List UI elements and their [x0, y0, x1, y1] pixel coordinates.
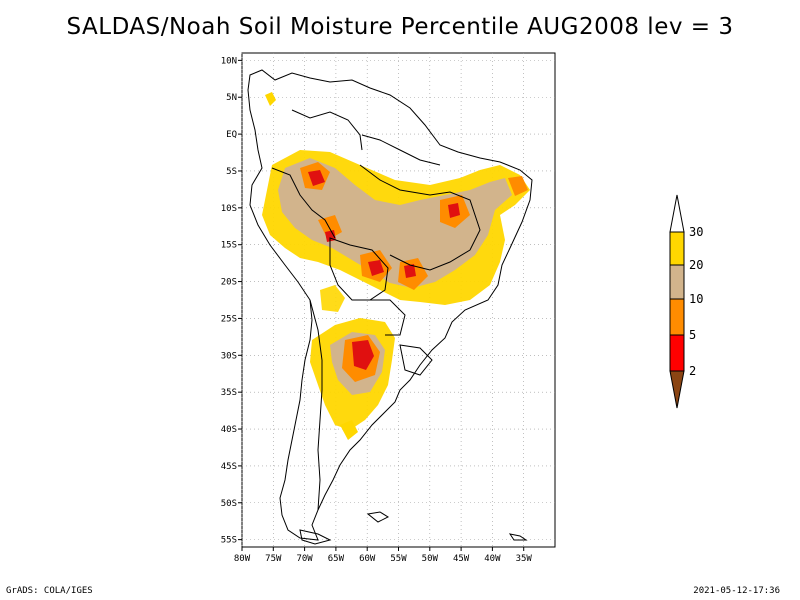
shade-2-5-6: [404, 264, 416, 278]
lat-tick-label: 15S: [221, 241, 237, 251]
border-guianas: [361, 134, 441, 166]
lat-tick-label: 30S: [221, 351, 237, 361]
colorbar-labels: 2 5 10 20 30: [689, 225, 703, 378]
colorbar-10-20: [669, 264, 685, 300]
border-uruguay: [399, 344, 433, 376]
colorbar-label: 2: [689, 364, 696, 378]
shade-20-30-patch: [320, 285, 345, 312]
footer-timestamp: 2021-05-12-17:36: [693, 586, 780, 596]
shade-5-10-6: [508, 176, 528, 196]
colorbar-20-30: [669, 231, 685, 266]
shade-5-10-7: [318, 215, 342, 240]
lon-tick-label: 70W: [296, 554, 313, 564]
colorbar-label: 5: [689, 328, 696, 342]
lat-tick-label: 20S: [221, 278, 237, 288]
border-chile-argentina: [309, 299, 323, 511]
lat-tick-labels: 10N 5N EQ 5S 10S 15S 20S 25S 30S 35S 40S 45S 50S 55S: [221, 56, 242, 546]
lon-tick-label: 60W: [359, 554, 376, 564]
lon-tick-label: 55W: [390, 554, 407, 564]
lon-tick-label: 65W: [328, 554, 345, 564]
colorbar-label: 30: [689, 225, 703, 239]
border-peru-brazil: [271, 167, 336, 239]
lat-tick-label: 55S: [221, 536, 237, 546]
shade-20-30-north: [265, 92, 276, 106]
colorbar-top-arrow: [669, 194, 685, 233]
falklands: [366, 511, 390, 523]
lat-tick-label: 5S: [226, 167, 237, 177]
lon-tick-label: 75W: [265, 554, 282, 564]
lat-tick-label: 5N: [226, 93, 237, 103]
lat-tick-label: 40S: [221, 425, 237, 435]
shade-10-20-amazon: [278, 158, 512, 288]
colorbar-label: 10: [689, 292, 703, 306]
shading-layer: [262, 92, 530, 440]
footer-credit: GrADS: COLA/IGES: [6, 586, 93, 596]
lat-tick-label: 50S: [221, 499, 237, 509]
map-title: SALDAS/Noah Soil Moisture Percentile AUG…: [66, 14, 734, 40]
lon-tick-label: 35W: [516, 554, 533, 564]
tierra-del-fuego: [299, 529, 332, 545]
lat-tick-label: 35S: [221, 388, 237, 398]
lon-tick-label: 50W: [422, 554, 439, 564]
lon-tick-label: 80W: [234, 554, 251, 564]
shade-2-5-2: [448, 203, 460, 218]
colorbar-2-5: [669, 334, 685, 372]
shade-2-5-4: [368, 260, 384, 276]
shade-2-5-1: [308, 170, 325, 186]
border-paraguay: [370, 299, 406, 336]
lon-tick-label: 40W: [484, 554, 501, 564]
gridlines: [241, 53, 555, 547]
lon-tick-label: 45W: [453, 554, 470, 564]
shade-20-30-patag: [340, 420, 358, 440]
lat-tick-label: 10S: [221, 204, 237, 214]
border-colombia-venezuela: [291, 109, 363, 151]
coastline: [247, 69, 533, 545]
border-bolivia: [329, 237, 389, 301]
lat-tick-label: 25S: [221, 314, 237, 324]
lat-tick-label: 45S: [221, 462, 237, 472]
colorbar-bottom-arrow: [669, 370, 685, 409]
south-america-outline: [247, 69, 533, 541]
colorbar-label: 20: [689, 258, 703, 272]
map-panel: 10N5NEQ5S10S15S20S25S30S35S40S45S50S55S …: [221, 52, 556, 564]
map-frame: [241, 52, 556, 548]
lat-tick-label: EQ: [226, 130, 237, 140]
colorbar: 2 5 10 20 30: [669, 194, 703, 409]
lat-tick-label: 10N: [221, 56, 237, 66]
colorbar-5-10: [669, 298, 685, 336]
island-east: [508, 533, 528, 541]
border-brazil-states: [359, 164, 481, 271]
shade-2-5-3: [352, 340, 374, 370]
lon-tick-labels: 80W 75W 70W 65W 60W 55W 50W 45W 40W 35W: [234, 547, 533, 564]
